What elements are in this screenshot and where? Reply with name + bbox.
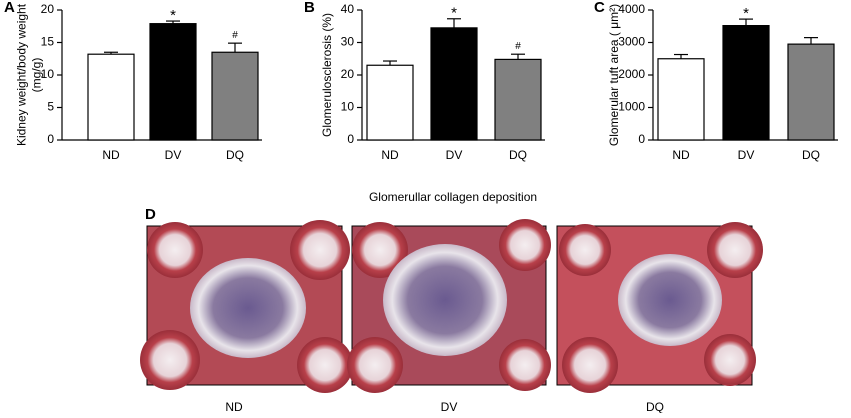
x-tick-label: DQ — [509, 148, 527, 162]
y-tick-label: 4000 — [618, 2, 645, 16]
bar — [87, 53, 135, 141]
image-label: DQ — [646, 400, 664, 413]
y-tick-label: 30 — [341, 35, 355, 49]
x-tick-label: ND — [102, 148, 120, 162]
micrograph — [556, 222, 763, 393]
annotation: # — [232, 30, 238, 41]
y-tick-label: 1000 — [618, 100, 645, 114]
bar — [722, 25, 770, 141]
y-tick-label: 2000 — [618, 67, 645, 81]
image-label: ND — [225, 400, 243, 413]
bar — [494, 58, 542, 141]
panel-label: D — [145, 206, 156, 223]
panel-label: C — [594, 0, 605, 16]
y-tick-label: 40 — [341, 2, 355, 16]
y-axis-label: (mg/g) — [30, 58, 44, 93]
y-axis-label: Glomerular tuft area ( μm²) — [607, 4, 621, 146]
y-tick-label: 5 — [47, 100, 54, 114]
annotation: * — [743, 5, 749, 22]
annotation: # — [515, 41, 521, 52]
bar — [366, 64, 414, 141]
y-tick-label: 20 — [341, 67, 355, 81]
bar — [787, 43, 835, 141]
x-tick-label: DV — [165, 148, 182, 162]
y-tick-label: 20 — [41, 2, 55, 16]
y-axis-label: Glomerulosclerosis (%) — [320, 13, 334, 137]
x-tick-label: ND — [381, 148, 399, 162]
bar — [430, 27, 478, 141]
x-tick-label: DV — [738, 148, 755, 162]
y-tick-label: 0 — [47, 132, 54, 146]
panel-label: A — [4, 0, 15, 16]
image-label: DV — [441, 400, 458, 413]
x-tick-label: ND — [672, 148, 690, 162]
y-tick-label: 15 — [41, 35, 55, 49]
y-tick-label: 10 — [341, 100, 355, 114]
y-axis-label: Kidney weight/body weight — [15, 3, 29, 146]
y-tick-label: 10 — [41, 67, 55, 81]
y-tick-label: 0 — [638, 132, 645, 146]
y-tick-label: 0 — [347, 132, 354, 146]
bar — [211, 51, 259, 141]
panel-title: Glomerullar collagen deposition — [369, 190, 537, 204]
micrograph — [140, 220, 353, 393]
x-tick-label: DQ — [226, 148, 244, 162]
annotation: * — [170, 7, 176, 24]
micrograph — [347, 219, 551, 393]
y-tick-label: 3000 — [618, 35, 645, 49]
annotation: * — [451, 5, 457, 22]
x-tick-label: DQ — [802, 148, 820, 162]
panel-label: B — [304, 0, 315, 16]
bar — [149, 23, 197, 141]
x-tick-label: DV — [446, 148, 463, 162]
bar — [657, 58, 705, 141]
